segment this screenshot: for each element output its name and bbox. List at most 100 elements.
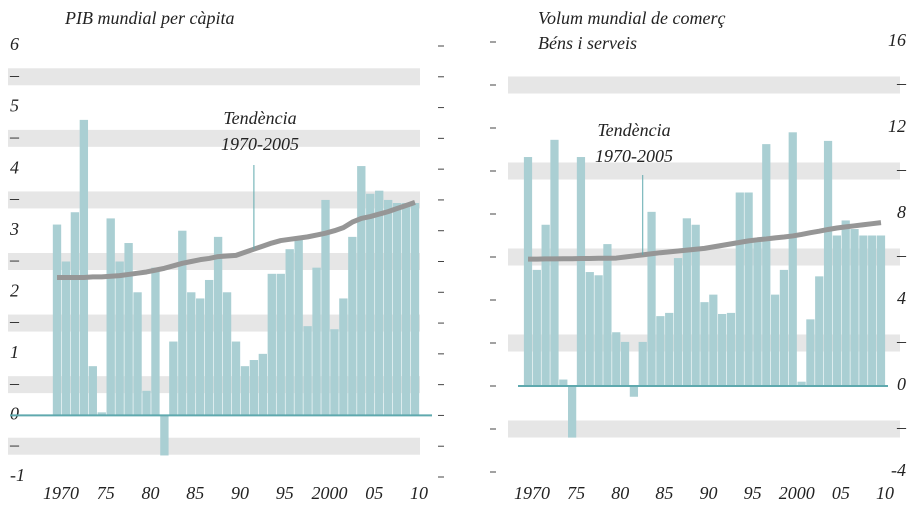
y-tick-label: – <box>9 250 20 270</box>
y-tick-label: 0 <box>10 404 19 424</box>
bar <box>832 235 841 386</box>
y-tick-label: – <box>9 188 20 208</box>
y-tick-label: -1 <box>10 465 25 485</box>
bar <box>178 230 187 416</box>
y-tick-label: – <box>9 311 20 331</box>
annotation: 1970-2005 <box>221 134 299 154</box>
bar <box>249 360 259 416</box>
bar <box>797 381 806 386</box>
bar <box>850 229 859 386</box>
bar <box>258 353 268 416</box>
y-tick-label: 3 <box>9 219 19 239</box>
bar <box>312 267 321 416</box>
bar <box>61 261 71 416</box>
bar <box>806 319 815 386</box>
y-tick-label: 16 <box>888 30 906 50</box>
bar <box>612 332 621 386</box>
y-tick-label: 4 <box>897 288 906 308</box>
x-tick-label: 80 <box>142 483 160 503</box>
bar <box>401 203 411 416</box>
bar <box>169 341 178 416</box>
bar <box>294 236 303 416</box>
bar <box>151 267 160 416</box>
bar <box>815 276 824 386</box>
bar <box>629 386 639 397</box>
chart-title: PIB mundial per càpita <box>64 8 234 28</box>
bar <box>868 235 877 386</box>
band <box>508 76 900 94</box>
y-tick-label: 0 <box>897 374 906 394</box>
bar <box>647 211 656 386</box>
bar <box>285 249 294 416</box>
y-tick-label: -4 <box>891 460 906 480</box>
x-tick-label: 1970 <box>514 483 550 503</box>
x-tick-label: 85 <box>655 483 673 503</box>
bar <box>700 302 709 386</box>
x-tick-label: 80 <box>611 483 629 503</box>
y-tick-label: – <box>896 331 907 351</box>
bar <box>718 313 727 386</box>
x-tick-label: 2000 <box>779 483 815 503</box>
trend-line <box>528 220 882 262</box>
bar <box>276 273 285 416</box>
x-tick-label: 90 <box>231 483 249 503</box>
bar <box>160 415 169 456</box>
bar <box>187 292 196 416</box>
bar <box>52 224 62 416</box>
bar <box>213 236 223 416</box>
y-tick-label: – <box>9 65 20 85</box>
bar <box>735 192 744 386</box>
bar <box>673 258 683 386</box>
bar <box>876 235 886 386</box>
y-tick-label: 8 <box>897 202 906 222</box>
bar <box>375 190 384 416</box>
x-tick-label: 85 <box>186 483 204 503</box>
bar <box>366 193 375 416</box>
bar <box>267 273 276 416</box>
x-tick-label: 75 <box>567 483 585 503</box>
band <box>508 162 900 180</box>
bar <box>392 203 402 416</box>
x-tick-label: 90 <box>700 483 718 503</box>
bar <box>665 312 674 386</box>
band <box>508 420 900 438</box>
bar <box>88 366 97 416</box>
bar <box>79 119 89 416</box>
bar <box>762 144 771 386</box>
bar <box>97 412 106 416</box>
bar <box>559 379 568 386</box>
bar <box>348 236 357 416</box>
bar <box>594 275 603 386</box>
x-tick-label: 10 <box>410 483 428 503</box>
bar <box>841 220 850 386</box>
bar <box>204 279 214 416</box>
bar <box>576 157 586 386</box>
bar <box>691 224 700 386</box>
bar <box>859 235 868 386</box>
bar <box>339 298 348 416</box>
bar <box>709 294 718 386</box>
band <box>8 437 420 455</box>
bar <box>726 312 736 386</box>
y-tick-label: – <box>896 245 907 265</box>
bar <box>133 292 142 416</box>
y-tick-label: – <box>9 373 20 393</box>
y-tick-label: 6 <box>10 34 19 54</box>
x-tick-label: 10 <box>876 483 894 503</box>
y-tick-label: 2 <box>10 280 19 300</box>
bar <box>744 192 753 386</box>
y-tick-label: 1 <box>10 342 19 362</box>
bar <box>196 298 205 416</box>
chart-subtitle: Béns i serveis <box>538 33 637 53</box>
bar <box>357 166 366 416</box>
bar <box>638 341 647 386</box>
x-tick-label: 75 <box>97 483 115 503</box>
bar <box>585 272 594 386</box>
bar <box>541 224 550 386</box>
bar <box>603 244 612 386</box>
chart-title: Volum mundial de comerç <box>538 8 725 28</box>
y-tick-label: 12 <box>888 116 906 136</box>
y-tick-label: 4 <box>10 157 19 177</box>
x-tick-label: 95 <box>276 483 294 503</box>
